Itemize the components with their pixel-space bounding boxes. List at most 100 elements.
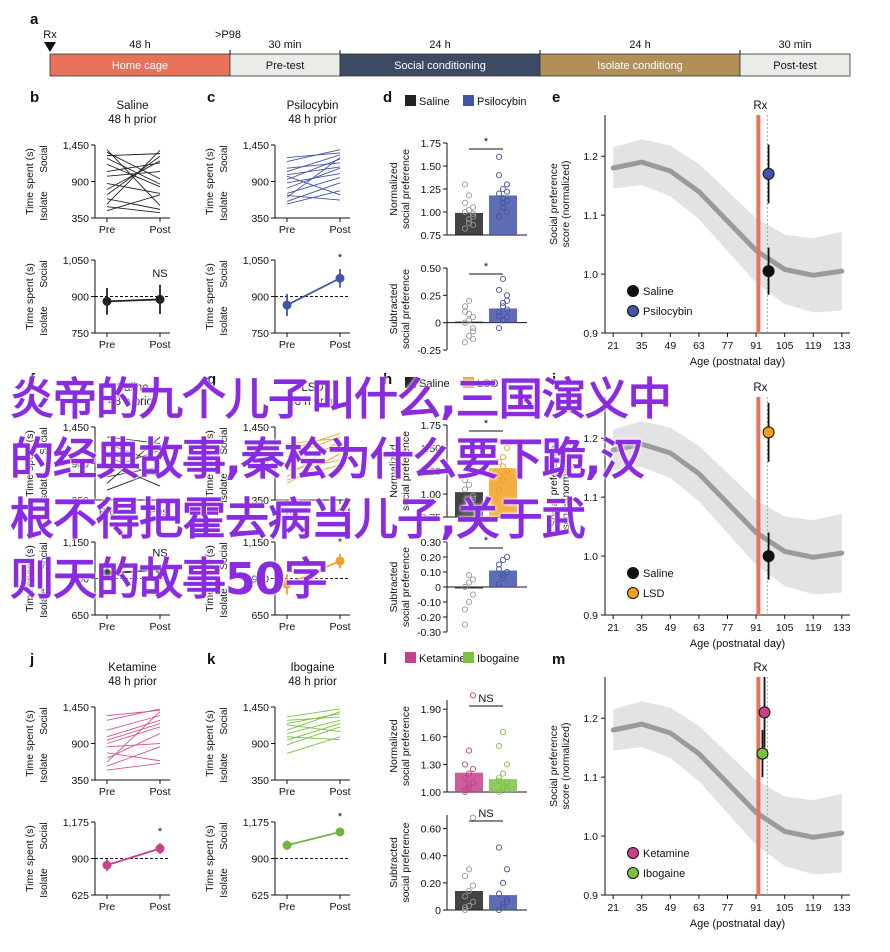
data-dot [495,580,503,588]
data-dot [461,606,469,613]
y-axis-label: social preference [400,431,412,511]
data-dot [495,777,503,785]
data-dot [503,188,511,195]
y-tick-label: 0.10 [421,567,442,579]
subject-line [106,443,161,464]
data-dot [465,297,473,304]
y-axis-label-bottom: Isolate [39,306,50,336]
x-tick-label: Post [149,621,170,633]
y-tick-label: 1,450 [63,702,89,714]
rx-vertical-line [756,677,761,895]
y-tick-label: 900 [251,177,269,189]
y-axis-label-top: Social [39,260,50,287]
subject-line [106,153,161,157]
x-tick-label: Post [329,339,350,351]
x-tick-label: 77 [722,340,734,352]
data-dot [503,467,511,475]
legend-marker [627,305,639,317]
data-dot [469,898,477,905]
y-axis-label: Time spent (s) [204,825,216,892]
y-axis-label-top: Social [39,707,50,734]
bar [489,308,517,323]
panel-subtitle: 48 h prior [288,114,337,126]
data-dot [499,463,507,470]
y-tick-label: 1.0 [583,831,598,843]
y-tick-label: 350 [251,213,269,225]
timeline-duration-label: 24 h [629,39,650,51]
data-dot [469,692,477,699]
data-dot [469,336,477,343]
y-axis-label: Time spent (s) [204,148,216,215]
data-dot [469,882,477,889]
x-tick-label: 133 [833,902,851,914]
x-tick-label: Post [149,901,170,913]
x-tick-label: 49 [664,622,676,634]
legend-label: LSD [643,588,664,600]
data-dot [503,553,511,561]
y-axis-label: Normalized [388,719,400,772]
y-tick-label: 1,450 [243,422,269,434]
data-dot [465,902,473,909]
y-axis-label: social preference [400,706,412,786]
data-dot [503,568,511,576]
bar [455,891,483,910]
significance-label: NS [152,548,167,560]
rx-triangle-icon [44,42,56,52]
y-axis-label: Normalized [388,444,400,497]
y-tick-label: 1,050 [63,255,89,267]
data-dot [469,495,477,502]
rx-label: Rx [753,662,767,674]
y-axis-label-bottom: Isolate [219,306,230,336]
legend-swatch [405,652,416,663]
y-tick-label: 0 [435,905,441,917]
subject-line [106,183,161,194]
subject-line [106,715,161,731]
data-dot [495,844,503,851]
mean-point [335,273,345,283]
data-dot [495,775,503,782]
bar [489,195,517,235]
data-dot [461,504,469,511]
y-tick-label: 1.30 [421,759,442,771]
panel-title: Saline [117,100,149,112]
y-axis-label: social preference [400,149,412,229]
x-tick-label: Post [149,786,170,798]
data-dot [495,172,503,179]
x-axis-label: Age (postnatal day) [690,918,785,930]
significance-label: NS [478,808,493,820]
data-dot [499,275,507,282]
x-tick-label: 49 [664,340,676,352]
data-dot [495,472,503,479]
y-tick-label: 1.25 [421,466,442,478]
y-axis-label: Time spent (s) [204,545,216,612]
mean-line [286,560,341,586]
data-dot [495,313,503,320]
y-tick-label: 650 [251,610,269,622]
data-point [762,167,775,180]
data-dot [461,906,469,914]
y-tick-label: 0.75 [421,512,442,524]
y-tick-label: 900 [71,739,89,751]
x-tick-label: 119 [805,622,822,634]
data-dot [499,477,507,484]
data-dot [469,492,477,499]
subject-line [106,463,161,487]
data-dot [499,574,507,582]
mean-point [335,827,345,837]
y-tick-label: -0.10 [417,597,441,609]
panel-letter: d [383,89,392,106]
panel-subtitle: 48 h prior [108,114,157,126]
y-axis-label-bottom: Isolate [219,473,230,503]
data-dot [461,477,469,484]
data-dot [461,339,469,346]
data-dot [495,308,503,315]
y-tick-label: 1,175 [243,817,269,829]
data-dot [495,190,503,197]
subject-line [286,736,341,754]
y-tick-label: 1.00 [421,207,442,219]
y-tick-label: 900 [251,854,269,866]
y-axis-label: Time spent (s) [204,710,216,777]
rx-vertical-line [756,115,761,333]
data-dot [461,904,469,911]
data-dot [503,306,511,313]
